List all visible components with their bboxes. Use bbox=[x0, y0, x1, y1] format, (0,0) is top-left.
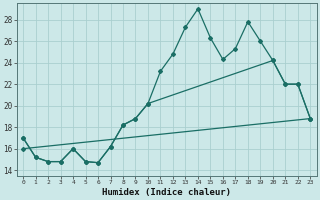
X-axis label: Humidex (Indice chaleur): Humidex (Indice chaleur) bbox=[102, 188, 231, 197]
